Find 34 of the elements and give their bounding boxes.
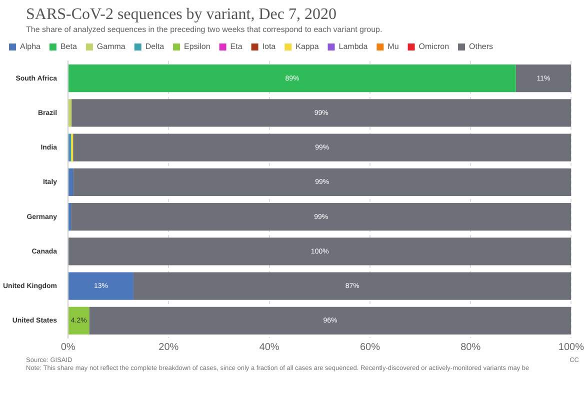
bar — [68, 168, 74, 196]
legend-label: Beta — [60, 42, 78, 52]
bar — [68, 272, 134, 300]
legend-label: Epsilon — [184, 42, 210, 52]
bar — [68, 306, 90, 335]
x-tick-label: 100% — [558, 342, 584, 353]
legend-label: Eta — [230, 42, 243, 52]
bar — [133, 272, 572, 300]
bar — [89, 306, 572, 335]
chart-subtitle: The share of analyzed sequences in the preceding two weeks that correspond to each variant group. — [26, 25, 384, 34]
bar — [71, 202, 572, 231]
x-tick-label: 40% — [259, 342, 280, 353]
bar — [73, 134, 572, 162]
x-tick-label: 60% — [360, 342, 380, 353]
legend-label: Delta — [145, 42, 165, 52]
bar — [73, 168, 572, 196]
legend-label: Kappa — [296, 42, 320, 52]
bar — [68, 99, 72, 127]
chart-title: SARS-CoV-2 sequences by variant, Dec 7, 2020 — [26, 6, 338, 24]
bar — [68, 64, 516, 92]
legend-label: Others — [469, 42, 494, 52]
bar — [68, 202, 72, 231]
legend-label: Mu — [388, 42, 399, 52]
legend-label: Omicron — [418, 42, 450, 52]
x-tick-label: 20% — [158, 342, 179, 353]
bar — [68, 238, 572, 266]
legend-label: Lambda — [338, 42, 368, 52]
legend-label: Gamma — [96, 42, 126, 52]
legend-label: Alpha — [20, 42, 42, 52]
bar — [516, 64, 572, 92]
bar — [72, 99, 572, 127]
legend-label: Iota — [262, 42, 276, 52]
x-tick-label: 80% — [460, 342, 481, 353]
x-tick-label: 0% — [60, 342, 76, 353]
